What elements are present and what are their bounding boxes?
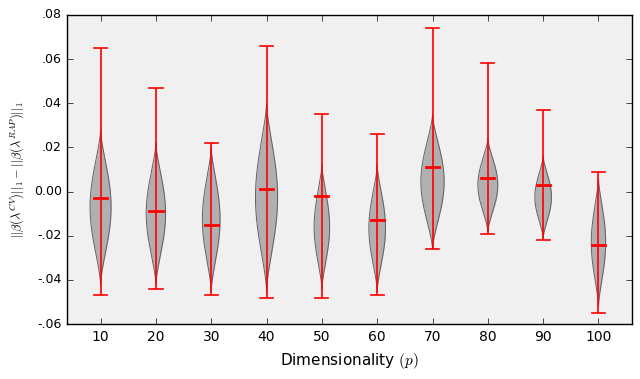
X-axis label: Dimensionality $(p)$: Dimensionality $(p)$ bbox=[280, 351, 419, 371]
Y-axis label: $||\beta(\lambda^{CV})||_1 - ||\beta(\lambda^{RAP})||_1$: $||\beta(\lambda^{CV})||_1 - ||\beta(\la… bbox=[8, 101, 27, 238]
